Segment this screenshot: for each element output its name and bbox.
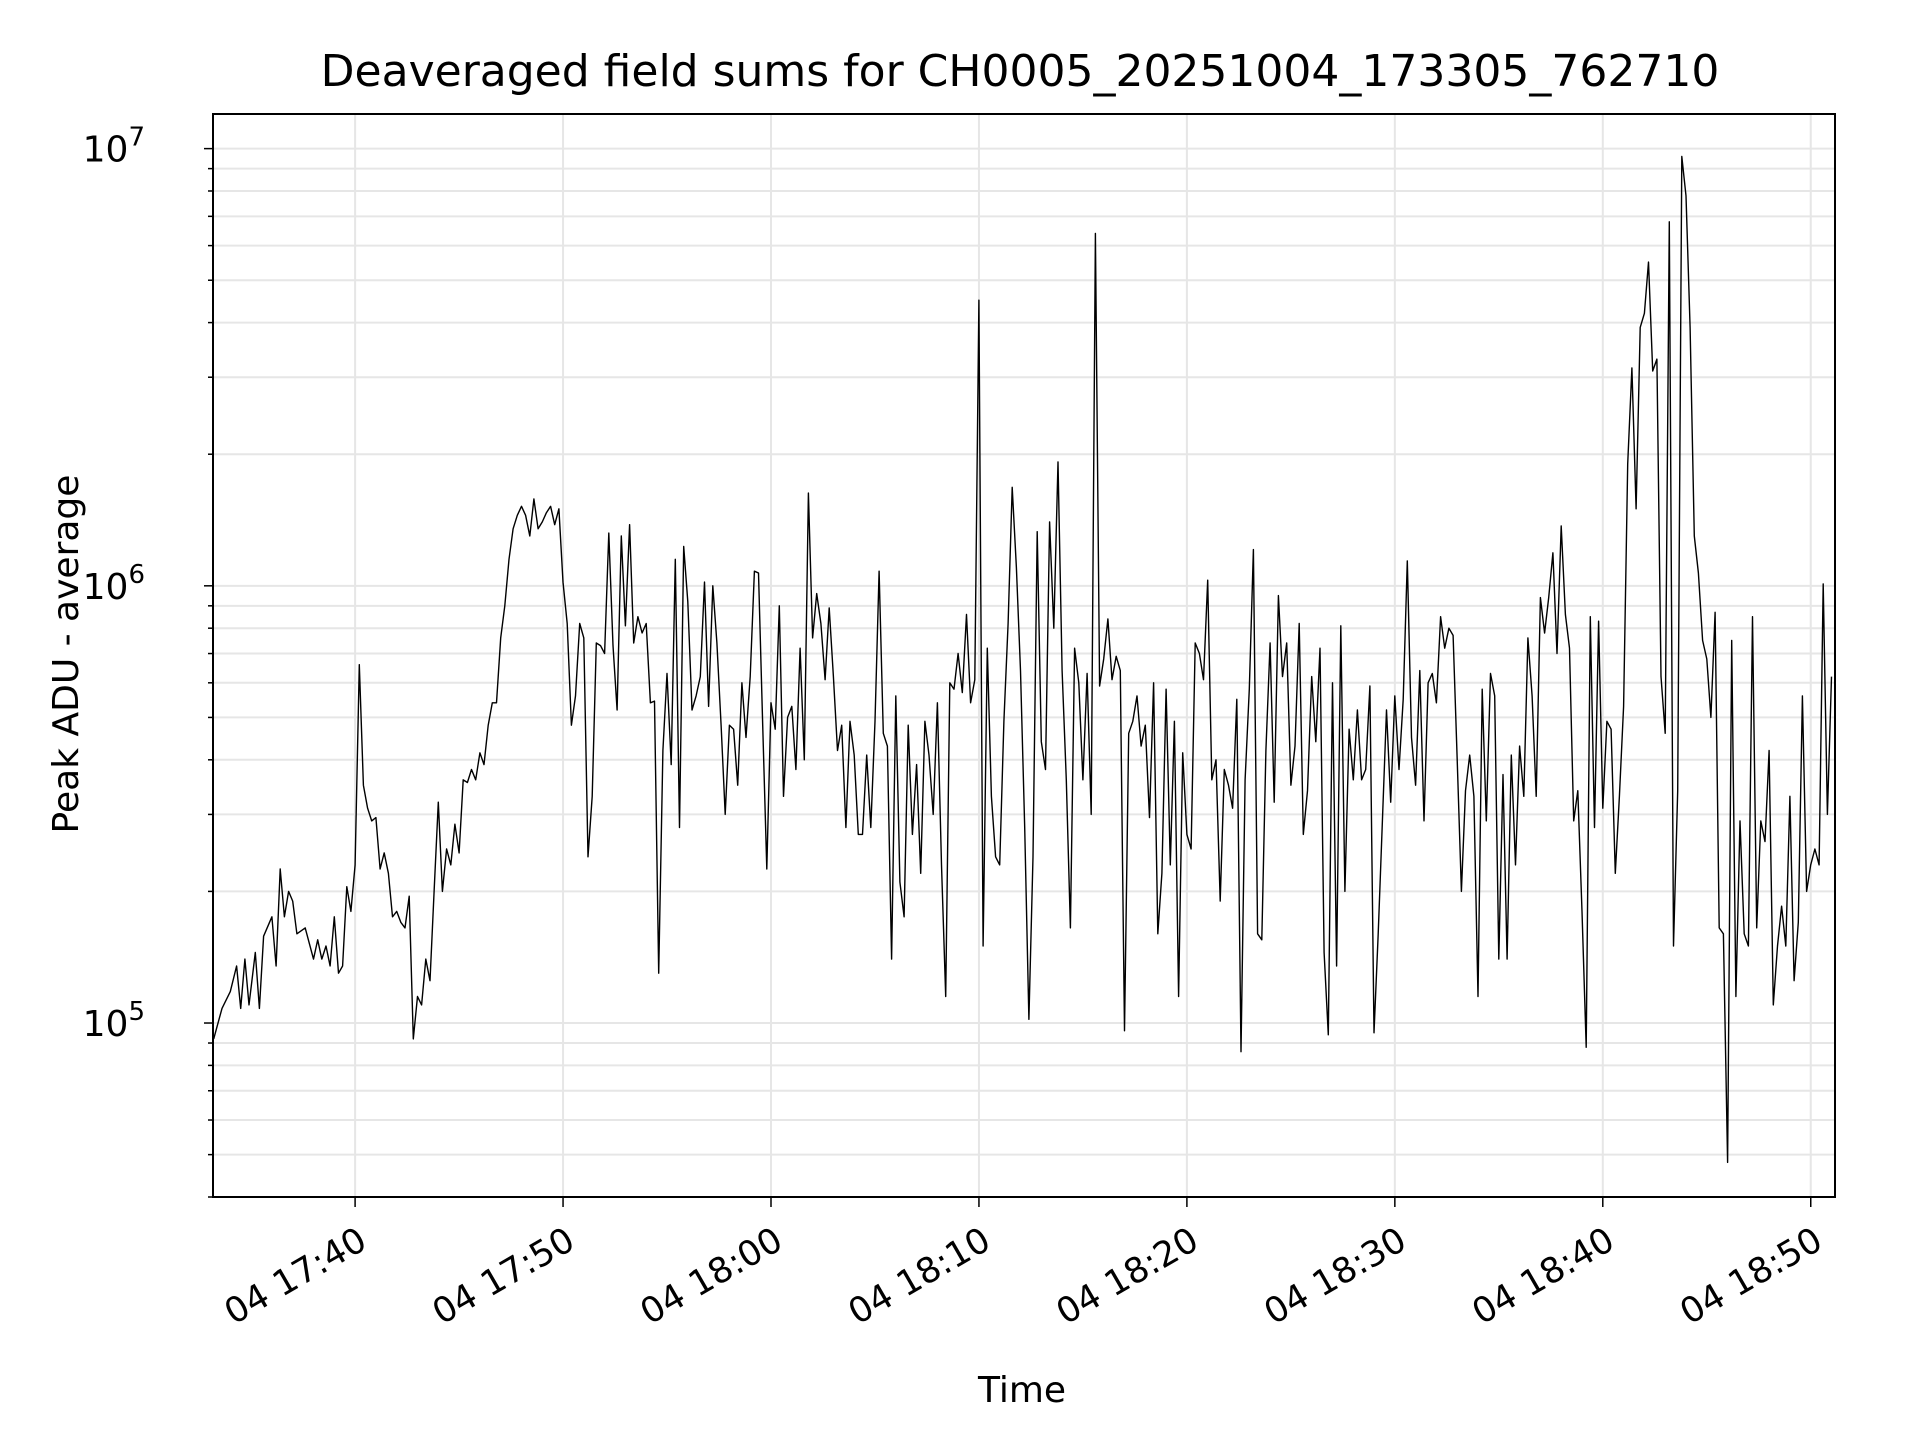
y-tick-exponent: 6 [128, 560, 145, 590]
x-axis-label: Time [977, 1370, 1066, 1411]
series-line [213, 155, 1833, 1164]
y-tick-label: 106 [83, 560, 145, 608]
y-tick-exponent: 5 [128, 997, 145, 1027]
chart-title: Deaveraged field sums for CH0005_2025100… [321, 46, 1720, 97]
plot-area [213, 155, 1833, 1164]
y-tick-label: 105 [83, 997, 145, 1045]
y-axis-label: Peak ADU - average [46, 475, 87, 834]
plot-frame [212, 113, 1836, 1198]
y-tick-label: 107 [83, 123, 145, 171]
grid [213, 114, 1835, 1198]
y-tick-exponent: 7 [128, 123, 145, 153]
